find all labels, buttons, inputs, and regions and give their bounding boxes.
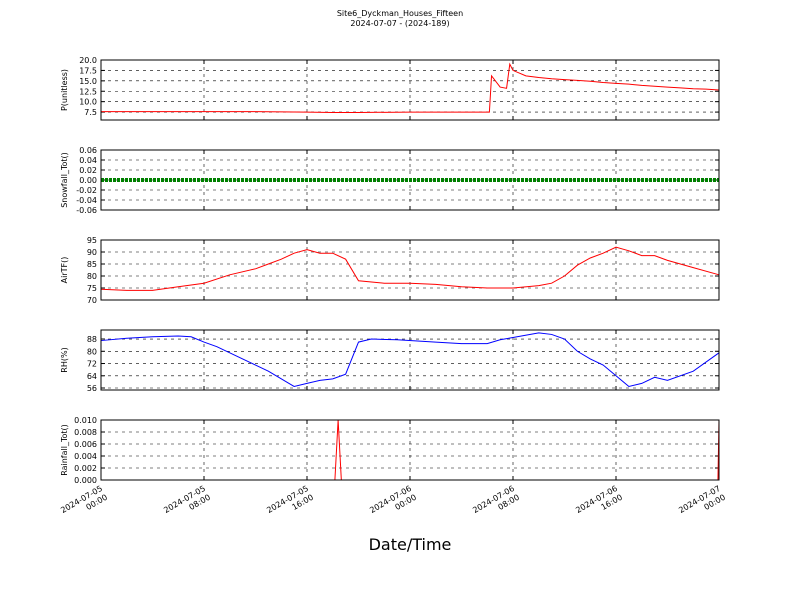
y-tick-label: 0.006 bbox=[74, 440, 97, 449]
y-tick-label: 15.0 bbox=[79, 77, 97, 86]
axes-frame bbox=[100, 59, 720, 121]
y-tick-label: 12.5 bbox=[79, 87, 97, 96]
x-tick-label: 2024-07-0616:00 bbox=[574, 484, 624, 524]
y-tick-label: 17.5 bbox=[79, 66, 97, 75]
x-tick-label: 2024-07-0508:00 bbox=[162, 484, 212, 524]
y-tick-label: 0.02 bbox=[79, 166, 97, 175]
subtitle: 2024-07-07 - (2024-189) bbox=[350, 19, 449, 28]
y-axis-label: AirTF() bbox=[60, 257, 69, 284]
x-tick-label: 2024-07-0516:00 bbox=[265, 484, 315, 524]
y-tick-label: 75 bbox=[87, 284, 97, 293]
y-axis-label: Snowfall_Tot() bbox=[60, 152, 69, 208]
y-tick-label: 0.010 bbox=[74, 416, 97, 425]
y-tick-label: 0.004 bbox=[74, 452, 97, 461]
title: Site6_Dyckman_Houses_Fifteen bbox=[337, 9, 463, 18]
y-tick-label: 88 bbox=[87, 335, 97, 344]
y-tick-label: 0.002 bbox=[74, 464, 97, 473]
axes-frame bbox=[100, 419, 720, 481]
y-tick-label: 85 bbox=[87, 260, 97, 269]
y-tick-label: 10.0 bbox=[79, 98, 97, 107]
y-tick-label: 7.5 bbox=[84, 108, 97, 117]
y-tick-label: 72 bbox=[87, 360, 97, 369]
y-tick-label: 70 bbox=[87, 296, 97, 305]
y-tick-label: 56 bbox=[87, 384, 97, 393]
x-tick-label: 2024-07-0700:00 bbox=[677, 484, 727, 524]
y-tick-label: 80 bbox=[87, 347, 97, 356]
y-axis-label: P(unitless) bbox=[60, 69, 69, 111]
data-line bbox=[100, 246, 720, 291]
y-tick-label: 90 bbox=[87, 248, 97, 257]
y-axis-label: RH(%) bbox=[60, 347, 69, 372]
y-tick-label: -0.02 bbox=[76, 186, 97, 195]
data-line bbox=[100, 332, 720, 388]
x-tick-label: 2024-07-0600:00 bbox=[368, 484, 418, 524]
x-tick-label: 2024-07-0608:00 bbox=[471, 484, 521, 524]
axes-frame bbox=[100, 239, 720, 301]
axes-frame bbox=[100, 149, 720, 211]
y-tick-label: 64 bbox=[87, 372, 97, 381]
y-tick-label: 0.008 bbox=[74, 428, 97, 437]
x-tick-label: 2024-07-0500:00 bbox=[59, 484, 109, 524]
y-tick-label: 0.000 bbox=[74, 476, 97, 485]
x-axis-label: Date/Time bbox=[369, 535, 452, 554]
axes-frame bbox=[100, 329, 720, 391]
y-tick-label: -0.04 bbox=[76, 196, 97, 205]
y-tick-label: 20.0 bbox=[79, 56, 97, 65]
y-tick-label: 0.04 bbox=[79, 156, 97, 165]
y-tick-label: 95 bbox=[87, 236, 97, 245]
y-tick-label: 80 bbox=[87, 272, 97, 281]
y-axis-label: Rainfall_Tot() bbox=[60, 424, 69, 476]
y-tick-label: 0.06 bbox=[79, 146, 97, 155]
data-line bbox=[101, 62, 720, 113]
y-tick-label: -0.06 bbox=[76, 206, 97, 215]
y-tick-label: 0.00 bbox=[79, 176, 97, 185]
